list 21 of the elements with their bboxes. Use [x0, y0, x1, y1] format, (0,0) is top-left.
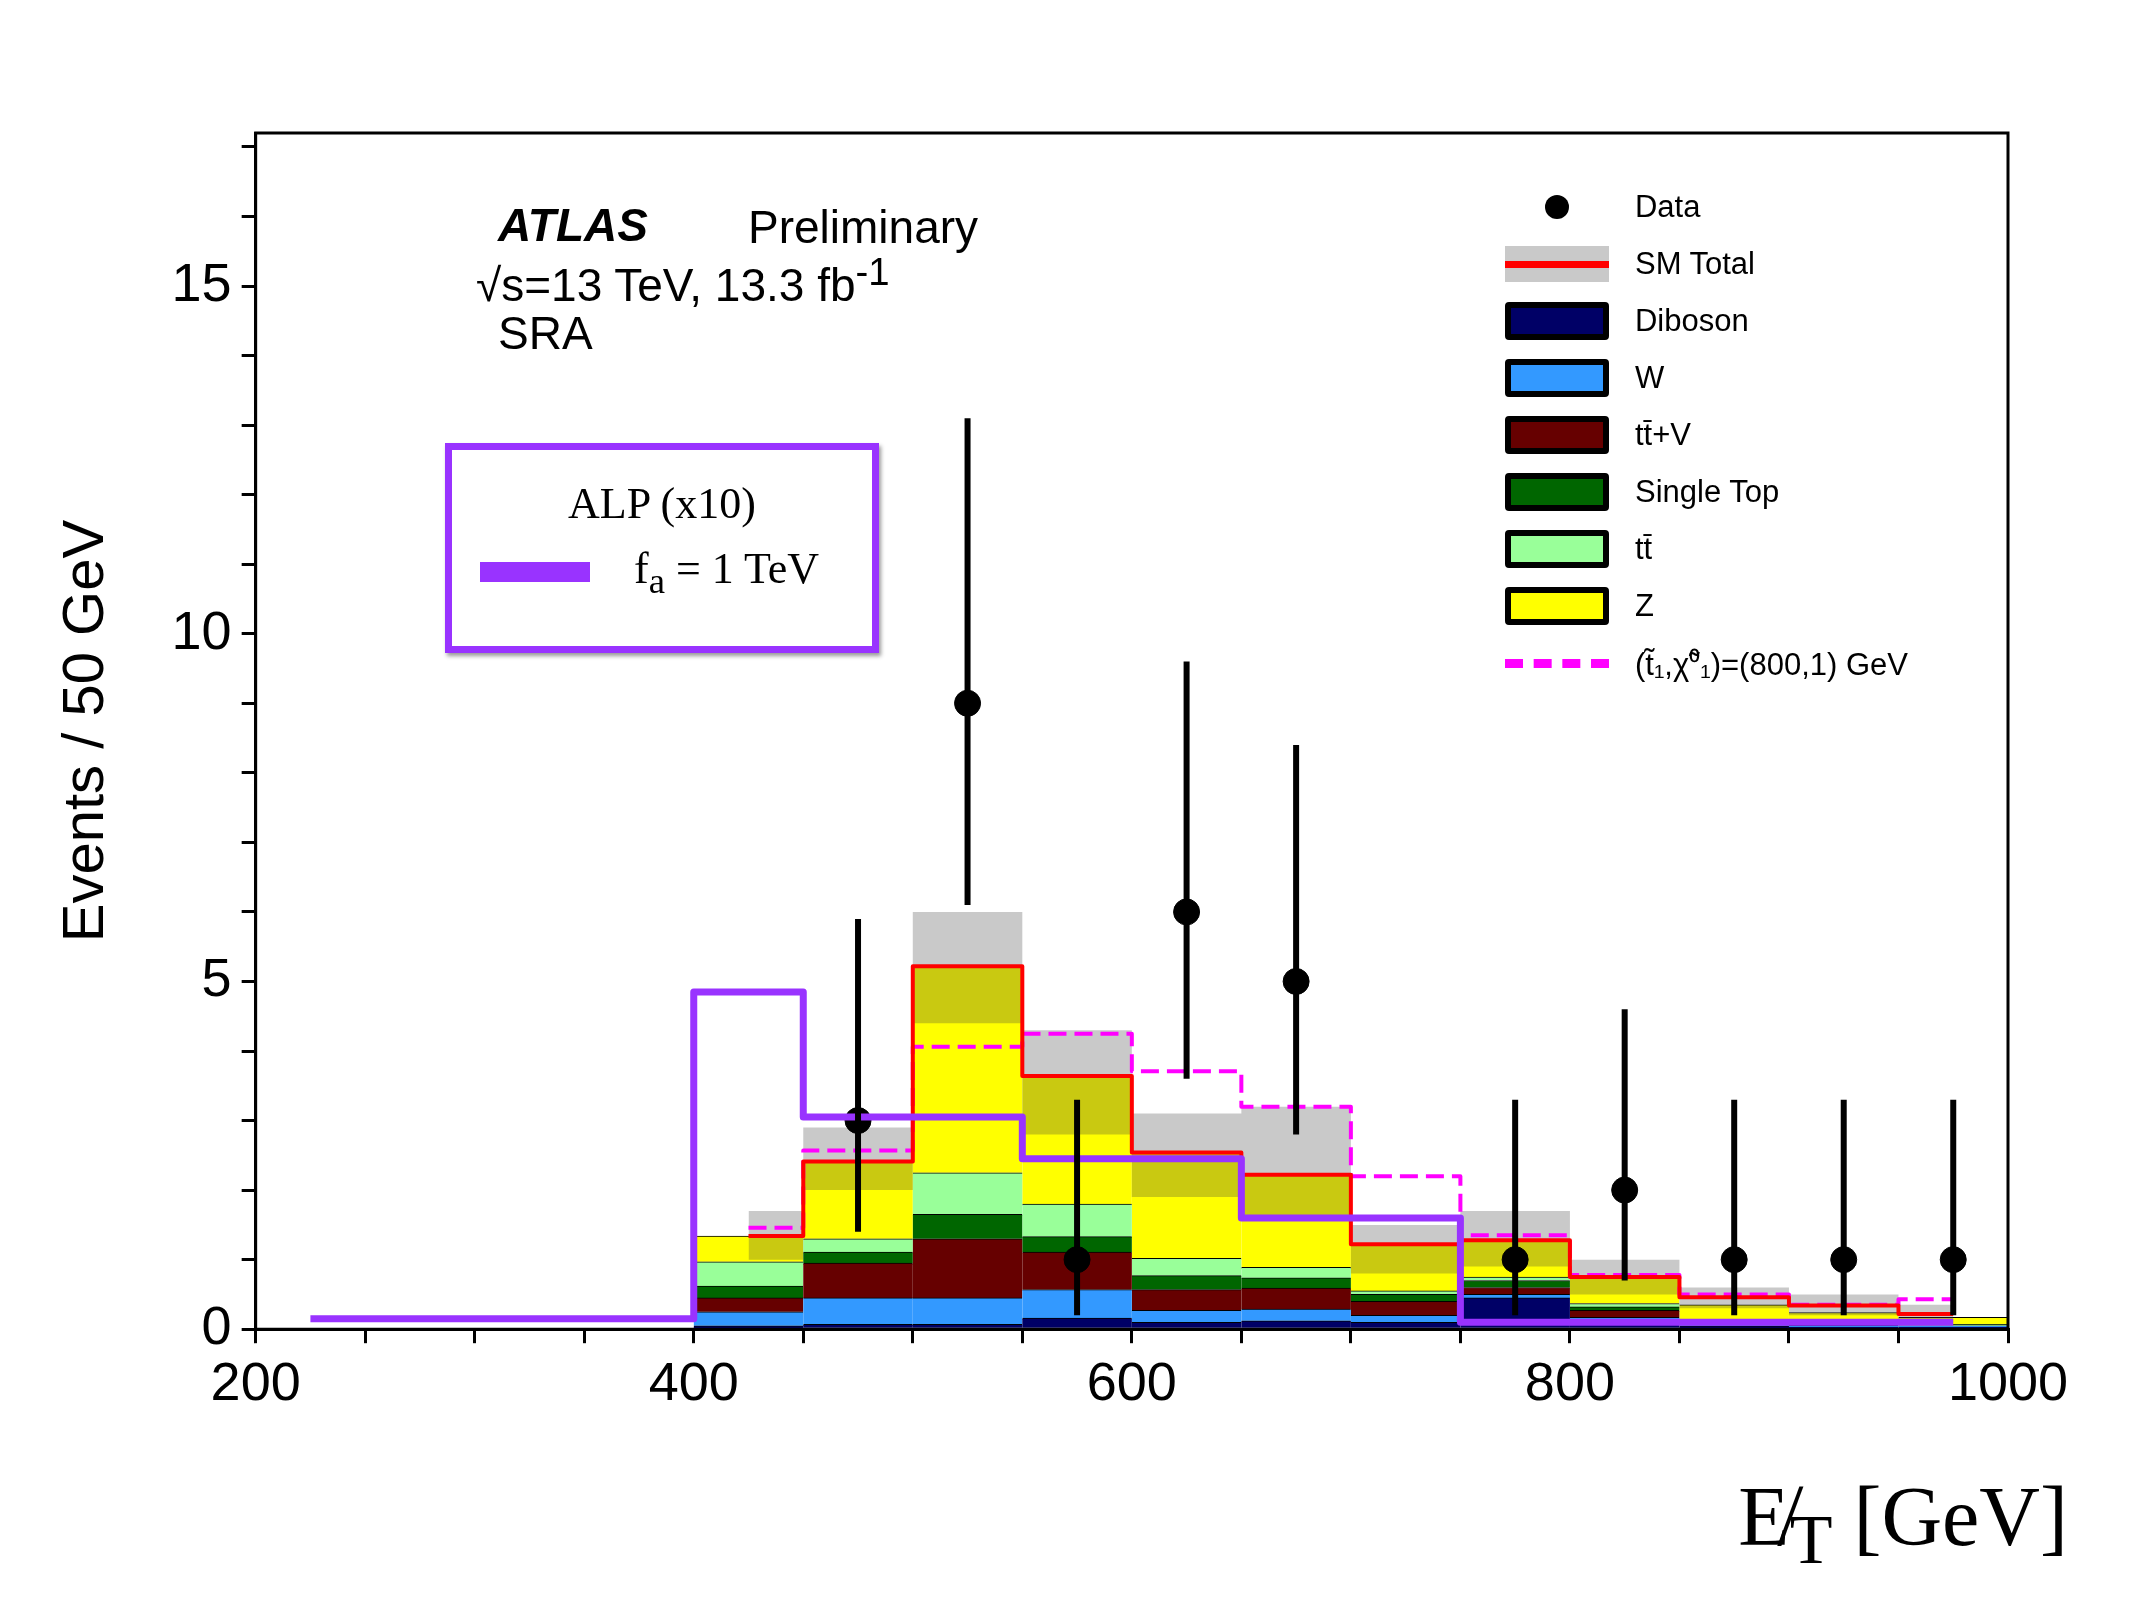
y-tick-label: 10: [171, 599, 232, 660]
legend-label: Data: [1634, 188, 1701, 225]
x-tick-label: 600: [1086, 1351, 1177, 1412]
x-tick-label: 400: [648, 1351, 739, 1412]
y-tick-label: 5: [201, 947, 232, 1008]
y-axis-title: Events / 50 GeV: [49, 519, 115, 943]
legend-label: SM Total: [1634, 245, 1755, 282]
legend-label: W: [1634, 359, 1665, 396]
x-tick-label: 800: [1524, 1351, 1615, 1412]
annotation: ALP (x10): [567, 478, 757, 529]
legend-label: Diboson: [1634, 302, 1749, 339]
legend-label: tt̄: [1634, 530, 1653, 567]
y-tick-label: 15: [171, 251, 232, 312]
annotation: ATLAS: [498, 198, 648, 252]
legend-label: f$_{a}$ = 1 TeV: [634, 543, 820, 602]
legend-label: Z: [1634, 587, 1654, 624]
x-tick-label: 1000: [1947, 1351, 2069, 1412]
legend-label: (t̃₁,χ̃⁰₁)=(800,1) GeV: [1634, 645, 1908, 684]
legend-label: tt̄+V: [1634, 416, 1691, 453]
x-axis-title: E̸$_{T}$ [GeV]: [1738, 1469, 2068, 1580]
legend-label: Single Top: [1634, 473, 1780, 510]
